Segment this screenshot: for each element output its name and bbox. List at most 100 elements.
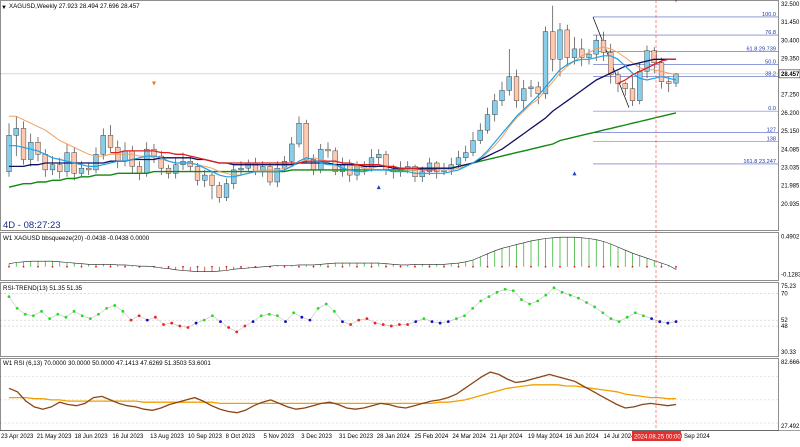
bull-candle[interactable] xyxy=(419,171,425,177)
bear-candle[interactable] xyxy=(57,164,63,172)
bull-candle[interactable] xyxy=(593,40,599,55)
bear-candle[interactable] xyxy=(20,128,27,160)
bull-candle[interactable] xyxy=(78,167,85,174)
time-axis-label: 19 May 2024 xyxy=(528,434,563,440)
bull-candle[interactable] xyxy=(528,86,534,89)
bull-candle[interactable] xyxy=(484,114,491,131)
bear-candle[interactable] xyxy=(42,154,48,171)
bull-candle[interactable] xyxy=(13,128,19,136)
rsi-trend-pane[interactable] xyxy=(0,286,778,334)
bull-candle[interactable] xyxy=(586,53,592,58)
bull-candle[interactable] xyxy=(426,162,433,172)
bull-candle[interactable] xyxy=(477,129,483,141)
bull-candle[interactable] xyxy=(542,31,549,95)
bull-candle[interactable] xyxy=(492,100,498,115)
bear-candle[interactable] xyxy=(564,29,570,58)
bear-candle[interactable] xyxy=(550,31,556,60)
bear-candle[interactable] xyxy=(35,142,41,155)
bull-candle[interactable] xyxy=(144,148,150,174)
bull-candle[interactable] xyxy=(238,167,244,171)
signal-arrow-up-icon xyxy=(572,171,577,176)
bull-candle[interactable] xyxy=(245,162,251,169)
rsi-trend-dot xyxy=(316,306,320,310)
bear-candle[interactable] xyxy=(194,166,201,181)
bull-candle[interactable] xyxy=(296,123,302,145)
bear-candle[interactable] xyxy=(651,50,657,63)
squeeze-dot xyxy=(341,265,344,268)
bull-candle[interactable] xyxy=(93,154,99,171)
bear-candle[interactable] xyxy=(622,83,628,89)
squeeze-title: W1 XAGUSD bbsqueeze(20) -0.0438 -0.0438 … xyxy=(3,235,150,242)
bull-candle[interactable] xyxy=(28,142,34,160)
bull-candle[interactable] xyxy=(260,166,266,172)
squeeze-dot xyxy=(225,265,228,268)
chart-dropdown-icon[interactable]: ▼ xyxy=(1,5,7,11)
bear-candle[interactable] xyxy=(209,174,215,186)
bull-candle[interactable] xyxy=(637,71,643,101)
bear-candle[interactable] xyxy=(216,185,222,198)
bull-candle[interactable] xyxy=(673,73,679,84)
bull-candle[interactable] xyxy=(470,140,476,153)
bear-candle[interactable] xyxy=(629,88,636,101)
bull-candle[interactable] xyxy=(506,76,512,91)
rsi-trend-dot xyxy=(251,320,255,324)
rsi-trend-dot xyxy=(389,324,393,328)
squeeze-dot xyxy=(327,265,329,268)
bear-candle[interactable] xyxy=(158,155,164,169)
bull-candle[interactable] xyxy=(49,164,56,171)
rsi-trend-dot xyxy=(658,320,662,324)
bull-candle[interactable] xyxy=(499,90,505,101)
bull-candle[interactable] xyxy=(6,135,12,172)
rsi-trend-dot xyxy=(292,311,296,315)
bull-candle[interactable] xyxy=(289,143,295,162)
rsi-trend-dot xyxy=(276,314,279,318)
rsi-trend-scale-label: 30.33 xyxy=(781,350,797,356)
rsi-trend-dot xyxy=(406,323,409,326)
bear-candle[interactable] xyxy=(303,123,309,160)
rsi-pane[interactable] xyxy=(0,371,778,424)
bull-candle[interactable] xyxy=(223,183,230,198)
bear-candle[interactable] xyxy=(383,154,389,171)
main-price-pane[interactable]: 100.0 76.8 61.8 29.739 50.0 38.2 0.0 127 138 161… xyxy=(0,0,778,203)
rsi-trend-dot xyxy=(381,323,385,326)
bear-candle[interactable] xyxy=(412,166,418,178)
rsi-trend-dot xyxy=(227,326,231,329)
bear-candle[interactable] xyxy=(136,166,143,174)
bull-candle[interactable] xyxy=(455,157,462,165)
bull-candle[interactable] xyxy=(173,164,179,174)
rsi-trend-dot xyxy=(438,321,442,325)
bear-candle[interactable] xyxy=(86,167,92,171)
bull-candle[interactable] xyxy=(521,88,527,101)
bear-candle[interactable] xyxy=(267,166,273,183)
bear-candle[interactable] xyxy=(151,148,157,157)
bear-candle[interactable] xyxy=(535,86,541,95)
bull-candle[interactable] xyxy=(100,135,106,155)
bear-candle[interactable] xyxy=(608,52,614,76)
bull-candle[interactable] xyxy=(557,29,563,60)
fib-level-label: 0.0 xyxy=(768,106,776,112)
squeeze-dot xyxy=(283,265,286,268)
rsi-trend-dot xyxy=(186,326,190,329)
bear-candle[interactable] xyxy=(165,167,172,174)
rsi-trend-dot xyxy=(72,309,76,313)
bear-candle[interactable] xyxy=(434,162,440,172)
bear-candle[interactable] xyxy=(600,40,607,53)
bull-candle[interactable] xyxy=(376,154,382,158)
bull-candle[interactable] xyxy=(202,174,208,181)
bear-candle[interactable] xyxy=(579,48,585,58)
bull-candle[interactable] xyxy=(571,48,578,58)
squeeze-dot xyxy=(356,265,358,268)
squeeze-dot xyxy=(631,265,634,268)
bear-candle[interactable] xyxy=(513,76,520,101)
bear-candle[interactable] xyxy=(666,81,672,84)
bbsqueeze-pane[interactable] xyxy=(8,236,677,272)
bull-candle[interactable] xyxy=(274,167,280,183)
bear-candle[interactable] xyxy=(107,135,114,148)
bull-candle[interactable] xyxy=(122,150,128,162)
bear-candle[interactable] xyxy=(325,148,331,152)
current-price-box xyxy=(778,69,800,79)
bull-candle[interactable] xyxy=(463,152,469,158)
rsi-trend-dot xyxy=(48,317,52,321)
